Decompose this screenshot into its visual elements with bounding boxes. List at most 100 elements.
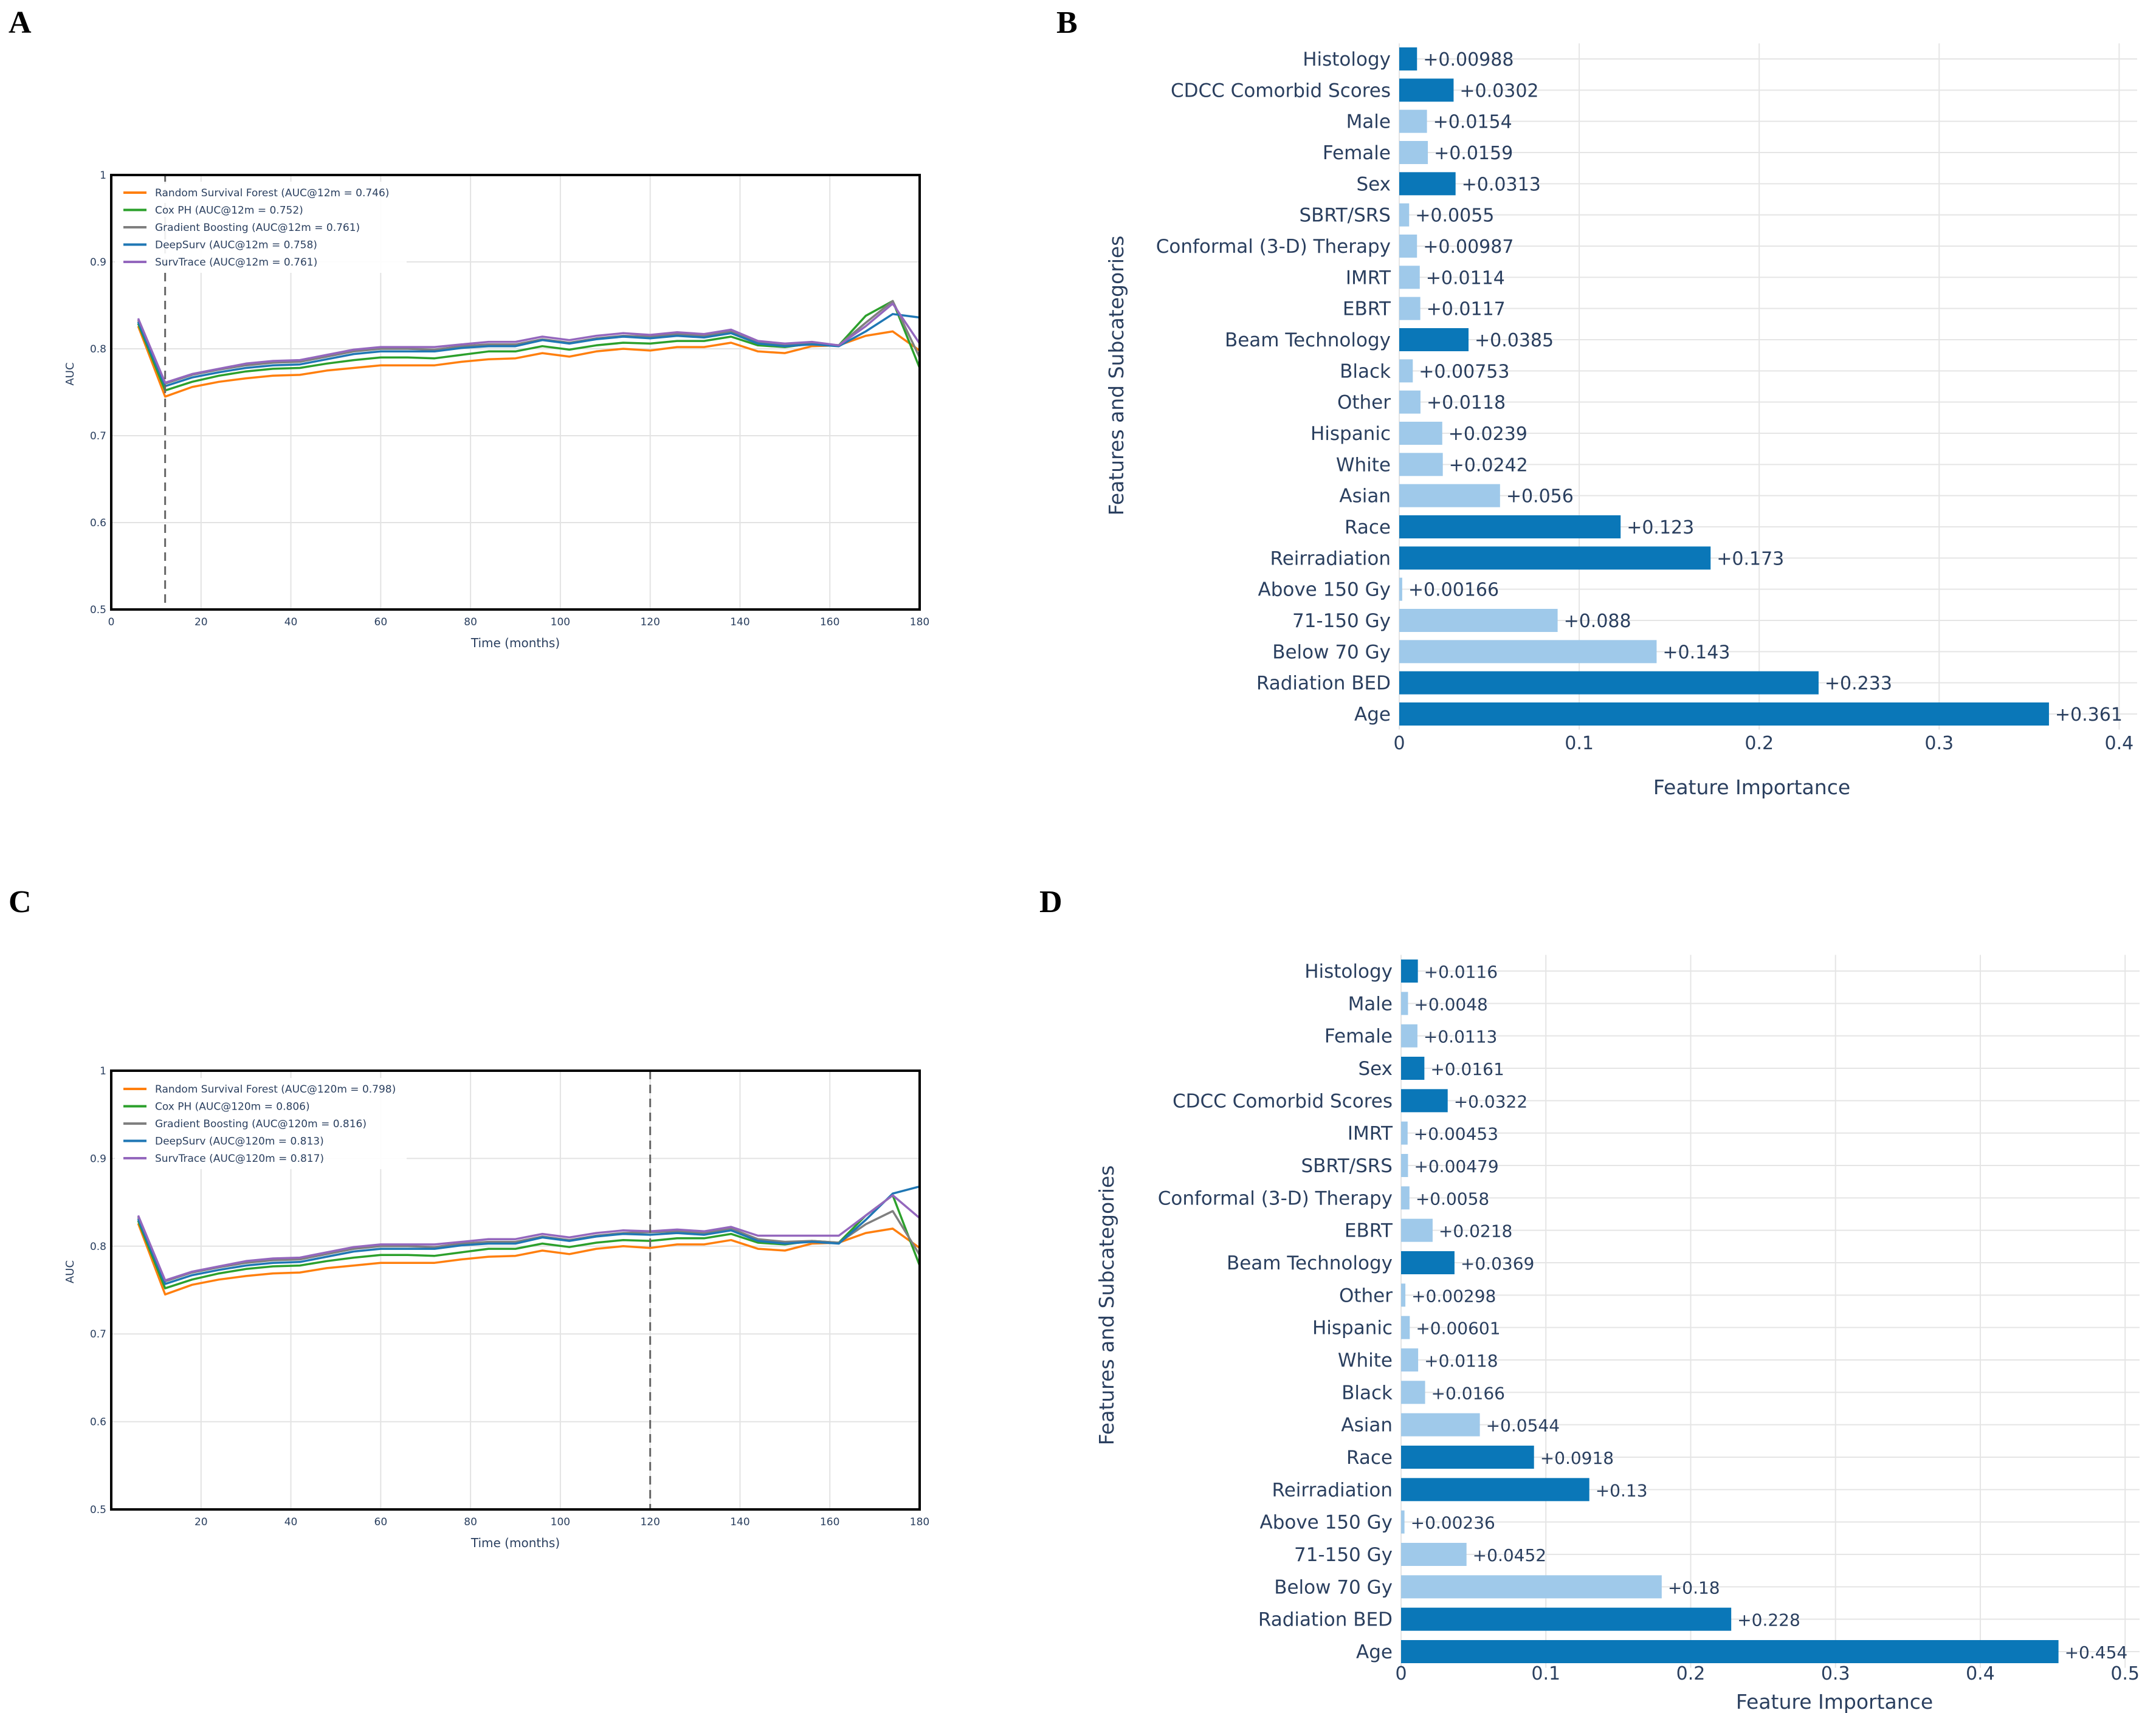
bar [1401,1154,1408,1177]
bar-value-label: +0.0239 [1448,424,1527,445]
category-label: SBRT/SRS [1301,1155,1393,1177]
series-line [137,326,921,398]
bar [1399,422,1442,445]
bar [1401,1446,1534,1469]
x-tick-label: 160 [820,1516,839,1528]
bar [1399,671,1819,695]
bar-value-label: +0.0369 [1461,1254,1534,1274]
bar [1401,1283,1406,1307]
category-label: Female [1323,142,1391,164]
category-label: Histology [1303,49,1391,70]
bar [1399,328,1469,351]
category-label: Radiation BED [1258,1609,1393,1631]
legend: Random Survival Forest (AUC@12m = 0.746)… [115,182,407,273]
category-label: Race [1346,1447,1393,1469]
category-label: Conformal (3-D) Therapy [1158,1187,1393,1209]
legend-entry: Gradient Boosting (AUC@120m = 0.816) [155,1118,367,1130]
category-label: Sex [1356,173,1391,195]
bar [1401,1413,1480,1437]
bar-value-label: +0.0154 [1433,112,1512,133]
bar-value-label: +0.18 [1668,1577,1720,1598]
bar-value-label: +0.0918 [1540,1448,1614,1468]
x-tick-label: 0.1 [1531,1663,1560,1684]
bar-value-label: +0.0114 [1426,267,1505,289]
bar [1399,109,1427,133]
bar [1399,47,1417,70]
category-label: Other [1339,1285,1393,1306]
category-label: Age [1354,704,1391,726]
bar-value-label: +0.00453 [1414,1124,1498,1144]
bar-value-label: +0.0159 [1434,143,1513,164]
y-tick-label: 0.6 [90,1416,106,1429]
x-tick-label: 180 [910,1516,929,1528]
bar-value-label: +0.123 [1627,517,1694,538]
series-line [137,1185,920,1285]
bar-value-label: +0.00236 [1411,1513,1495,1533]
category-label: Histology [1304,961,1393,983]
y-tick-label: 0.5 [90,1504,106,1516]
category-label: Sex [1358,1058,1393,1080]
bar [1401,1121,1408,1145]
category-label: Male [1346,111,1391,133]
category-label: Race [1345,517,1391,538]
bar-value-label: +0.00479 [1414,1156,1498,1176]
category-label: Hispanic [1312,1317,1393,1339]
bar [1399,640,1657,664]
x-tick-label: 0.4 [1966,1663,1995,1684]
legend-entry: Random Survival Forest (AUC@12m = 0.746) [155,187,389,199]
legend-entry: SurvTrace (AUC@120m = 0.817) [155,1153,324,1165]
series-line [137,1210,921,1283]
x-tick-label: 0.3 [1821,1663,1850,1684]
bar-value-label: +0.0302 [1459,80,1538,101]
bar-value-label: +0.0218 [1439,1221,1512,1241]
bar-value-label: +0.0116 [1424,962,1498,982]
bar [1399,609,1558,632]
category-label: Above 150 Gy [1258,579,1391,601]
bar [1401,1381,1425,1404]
legend-entry: DeepSurv (AUC@120m = 0.813) [155,1136,324,1148]
panel-label-c: C [9,885,32,919]
bar [1401,1218,1433,1242]
bar [1401,1057,1425,1080]
series-line [137,313,920,388]
bar [1399,390,1421,414]
bar-value-label: +0.13 [1596,1480,1648,1500]
bar-value-label: +0.0166 [1431,1383,1505,1403]
x-tick-label: 0.1 [1565,733,1594,754]
category-label: IMRT [1348,1123,1393,1145]
category-label: Black [1341,1382,1393,1404]
category-label: EBRT [1343,298,1391,320]
line-chart-a: 0 20 40 60 80 100 120 140 160 180 0.5 0.6 0.7 0.8 0.9 1… [64,170,929,650]
bar-value-label: +0.0313 [1462,174,1541,195]
bar-value-label: +0.0058 [1416,1189,1489,1209]
legend-entry: Random Survival Forest (AUC@120m = 0.798… [155,1083,396,1096]
bar [1399,141,1428,164]
legend-background [115,1078,407,1169]
bar-value-label: +0.056 [1506,486,1574,507]
category-label: Reirradiation [1272,1479,1393,1501]
bar-value-label: +0.0118 [1427,393,1506,414]
legend-entry: DeepSurv (AUC@12m = 0.758) [155,239,317,252]
bar-value-label: +0.0118 [1424,1351,1498,1371]
category-label: Asian [1339,486,1391,507]
bar [1401,1478,1589,1502]
bar [1399,702,2049,726]
category-label: Age [1356,1641,1393,1663]
bar-value-label: +0.0544 [1486,1416,1560,1436]
y-tick-label: 0.7 [90,430,106,442]
bar-value-label: +0.143 [1662,642,1730,663]
bar [1401,1640,2059,1663]
category-label: CDCC Comorbid Scores [1173,1090,1393,1112]
plot-frame [110,174,921,611]
x-tick-label: 160 [820,616,839,628]
category-label: Radiation BED [1256,673,1391,695]
series-line [137,1194,921,1282]
bar-value-label: +0.0322 [1454,1091,1527,1111]
legend: Random Survival Forest (AUC@120m = 0.798… [115,1078,407,1169]
bar [1401,1024,1417,1048]
y-tick-label: 1 [100,1065,106,1077]
x-tick-label: 100 [551,616,570,628]
x-tick-label: 0.5 [2110,1663,2140,1684]
category-label: Black [1340,360,1391,382]
